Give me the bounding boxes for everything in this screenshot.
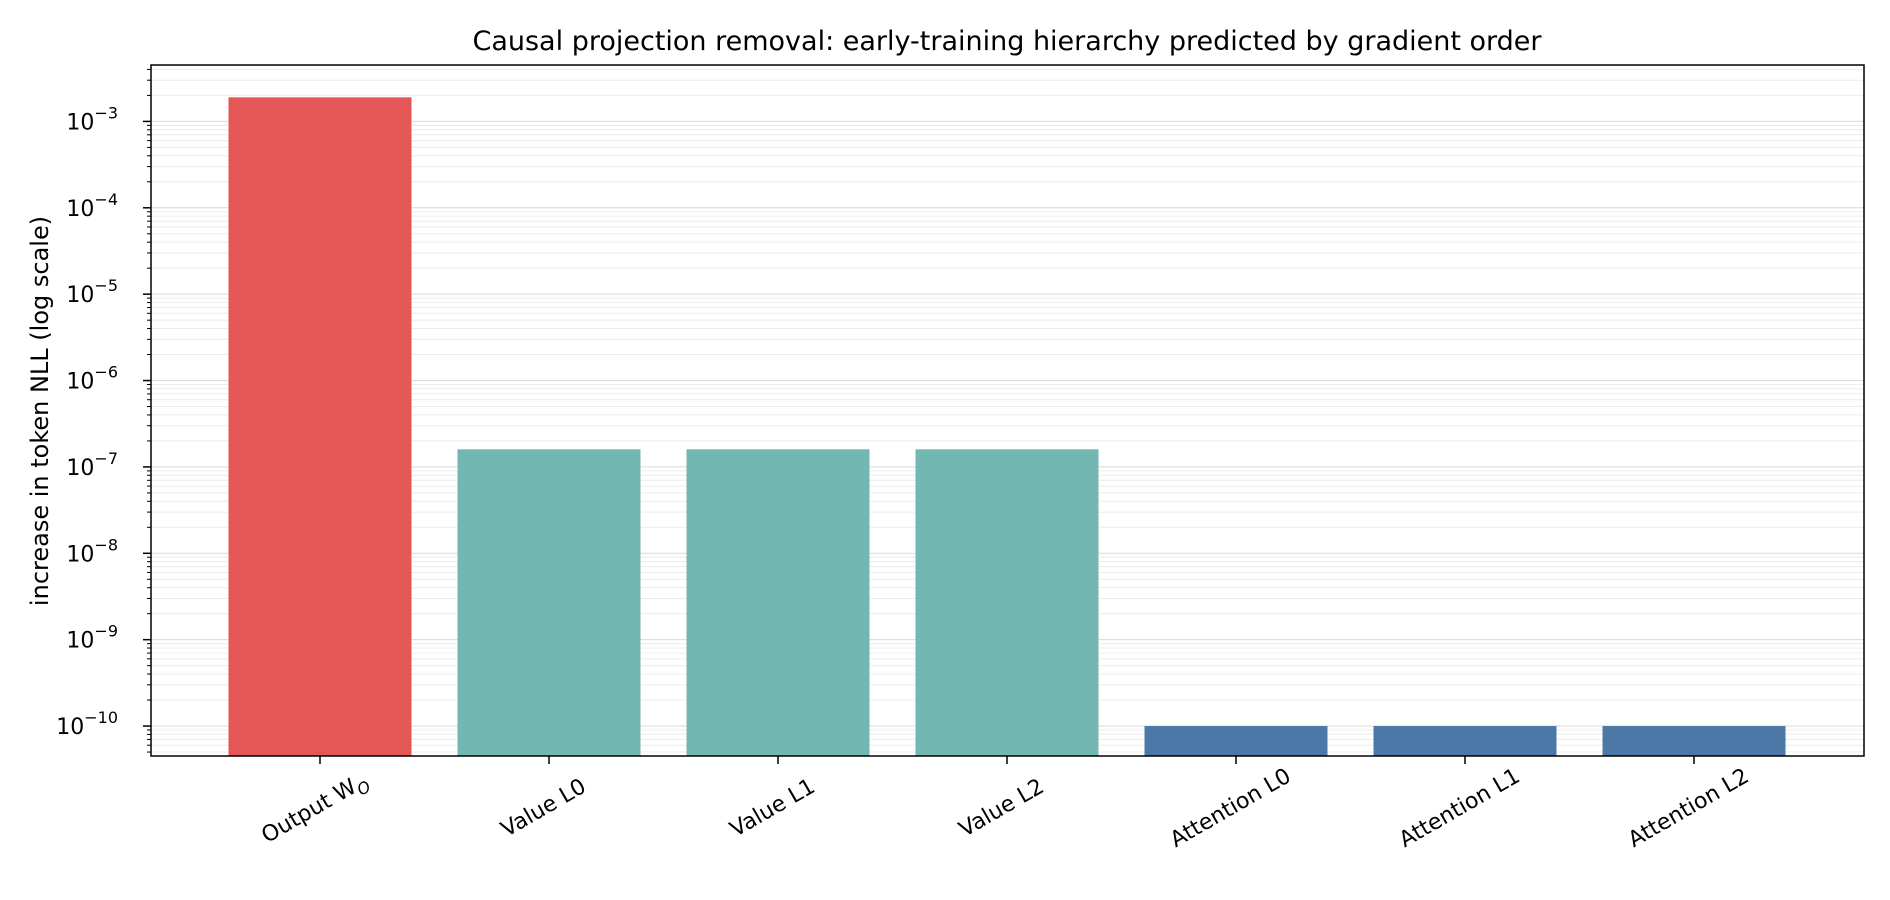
x-tick-label: Attention L0 — [1166, 764, 1295, 853]
chart-title: Causal projection removal: early-trainin… — [472, 26, 1542, 57]
y-tick-label: 10−8 — [66, 535, 118, 567]
y-tick-label: 10−6 — [66, 363, 118, 395]
bar — [915, 449, 1099, 756]
x-tick-label: Value L1 — [726, 774, 820, 842]
y-tick-label: 10−4 — [66, 190, 118, 222]
x-tick-label: Output WO — [258, 768, 374, 852]
x-tick-label: Attention L2 — [1624, 764, 1753, 853]
bar — [686, 449, 870, 756]
x-axis: Output WO Value L0 Value L1 Value L2 Attenti… — [258, 756, 1753, 853]
y-axis-label: increase in token NLL (log scale) — [26, 216, 54, 606]
bar — [1144, 726, 1328, 756]
x-tick-label: Value L0 — [497, 774, 591, 842]
bars — [228, 97, 1786, 757]
y-tick-label: 10−9 — [66, 622, 118, 654]
y-tick-label: 10−7 — [66, 449, 118, 481]
bar — [228, 97, 412, 757]
y-tick-label: 10−5 — [66, 276, 118, 308]
bar — [1373, 726, 1557, 756]
x-tick-label: Attention L1 — [1395, 764, 1524, 853]
y-tick-label: 10−3 — [66, 103, 118, 135]
bar — [1602, 726, 1786, 756]
y-tick-label: 10−10 — [56, 708, 118, 740]
x-tick-label: Value L2 — [955, 774, 1049, 842]
y-axis: 10−10 10−9 10−8 10−7 10−6 10−5 10−4 10−3 — [56, 68, 151, 753]
bar — [457, 449, 641, 756]
